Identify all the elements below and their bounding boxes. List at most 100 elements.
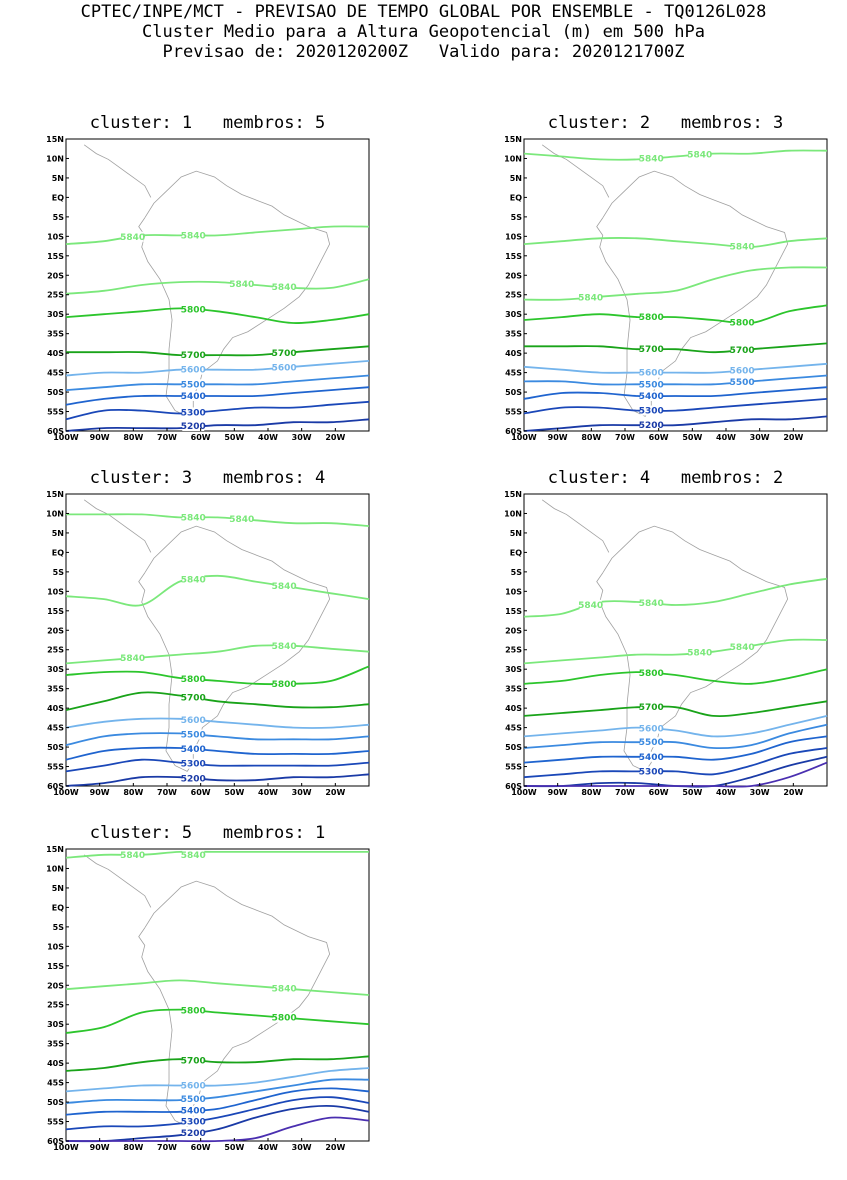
contour-label: 5840 (687, 151, 712, 161)
contour-line (523, 149, 828, 161)
contour-label-bg (182, 390, 205, 401)
contour-line (65, 386, 370, 406)
contour-label: 5600 (181, 716, 206, 726)
contour-line (523, 386, 828, 400)
lat-tick-label: 55S (505, 763, 522, 772)
panel-cluster-1: cluster: 1 membros: 5 5840 5840 5840 5840 58… (46, 113, 416, 458)
lat-tick-label: 55S (47, 408, 64, 417)
lat-tick-label: 15N (504, 490, 522, 499)
contour-label-bg (121, 850, 144, 860)
lat-tick-label: 55S (47, 763, 64, 772)
contour-label: 5840 (578, 293, 603, 303)
lat-tick-label: EQ (510, 193, 522, 202)
contour-label-bg (640, 702, 663, 713)
lat-tick-label: 5N (52, 529, 64, 538)
contour-label-bg (640, 766, 663, 777)
lon-tick-label: 80W (123, 433, 143, 442)
contour-label: 5600 (272, 363, 297, 373)
central-america-coastline (83, 854, 152, 908)
contour-label: 5300 (639, 407, 664, 417)
south-america-coastline (596, 170, 789, 417)
contour-label: 5300 (181, 1117, 206, 1127)
lon-tick-label: 70W (157, 788, 177, 797)
contour-line (65, 278, 370, 295)
contour-label: 5400 (181, 392, 206, 402)
contour-line (65, 732, 370, 746)
contour-label: 5840 (120, 233, 145, 243)
contour-line (65, 418, 370, 432)
lat-tick-label: 60S (505, 427, 522, 436)
contour-label-bg (182, 304, 205, 315)
contour-label-bg (731, 642, 754, 653)
contour-line (65, 574, 370, 607)
lat-tick-label: 15S (505, 252, 522, 261)
contour-line (523, 735, 828, 764)
contour-label-bg (182, 350, 205, 361)
lat-tick-label: 10S (47, 587, 64, 596)
contour-line (523, 398, 828, 415)
lat-tick-label: 40S (505, 704, 522, 713)
contour-label: 5840 (229, 280, 254, 290)
lon-tick-label: 20W (325, 1143, 345, 1152)
lon-tick-label: 20W (783, 433, 803, 442)
contour-line (65, 850, 369, 859)
contour-label: 5800 (272, 1014, 297, 1024)
lon-tick-label: 70W (157, 1143, 177, 1152)
contour-line-5100 (66, 1116, 370, 1143)
contour-line (523, 747, 828, 779)
contour-line (65, 979, 370, 996)
contour-label-bg (688, 647, 711, 658)
contour-line (65, 400, 370, 421)
contour-line (65, 644, 370, 665)
contour-line (65, 746, 370, 761)
contour-label: 5840 (181, 851, 206, 861)
contour-label-bg (182, 758, 205, 769)
lon-tick-label: 30W (292, 433, 312, 442)
lat-tick-label: 25S (47, 1001, 64, 1010)
contour-label-bg (273, 678, 296, 689)
lat-tick-label: 40S (505, 349, 522, 358)
panel-cluster-5: cluster: 5 membros: 1 5840 5840 5840 5800 58… (46, 823, 416, 1168)
contour-label-bg (230, 278, 253, 289)
lat-tick-label: 20S (47, 271, 64, 280)
contour-label-bg (640, 153, 663, 164)
lon-tick-label: 90W (90, 433, 110, 442)
lon-tick-label: 80W (581, 433, 601, 442)
contour-label-bg (640, 312, 663, 323)
lon-tick-label: 20W (783, 788, 803, 797)
contour-label-bg (640, 751, 663, 762)
contour-label: 5300 (639, 767, 664, 777)
contour-label-bg (640, 390, 663, 401)
contour-label-bg (182, 230, 205, 241)
contour-label: 5300 (181, 408, 206, 418)
contour-label: 5840 (181, 575, 206, 585)
contour-line (65, 225, 370, 245)
contour-label: 5400 (639, 753, 664, 763)
contour-label: 5840 (120, 851, 145, 861)
contour-label-bg (182, 729, 205, 740)
lat-tick-label: 10N (46, 154, 64, 163)
contour-line (65, 773, 370, 787)
contour-label: 5200 (639, 421, 664, 431)
lat-tick-label: 20S (47, 981, 64, 990)
lat-tick-label: 15N (46, 845, 64, 854)
contour-line (66, 513, 370, 527)
lat-tick-label: 45S (505, 724, 522, 733)
lat-tick-label: 20S (505, 271, 522, 280)
contour-label-bg (273, 282, 296, 293)
lat-tick-label: EQ (52, 903, 64, 912)
lat-tick-label: 15S (47, 962, 64, 971)
contour-label: 5600 (639, 725, 664, 735)
lat-tick-label: 10S (505, 232, 522, 241)
contour-line (523, 577, 828, 618)
lat-tick-label: 5S (511, 213, 523, 222)
lat-tick-label: 5N (52, 174, 64, 183)
contour-line (65, 345, 370, 357)
contour-label: 5500 (639, 380, 664, 390)
map-frame (523, 138, 828, 432)
lat-tick-label: 30S (47, 665, 64, 674)
lat-tick-label: 15N (46, 135, 64, 144)
contour-label-bg (182, 850, 205, 860)
contour-label: 5200 (181, 1129, 206, 1139)
contour-label: 5840 (272, 582, 297, 592)
